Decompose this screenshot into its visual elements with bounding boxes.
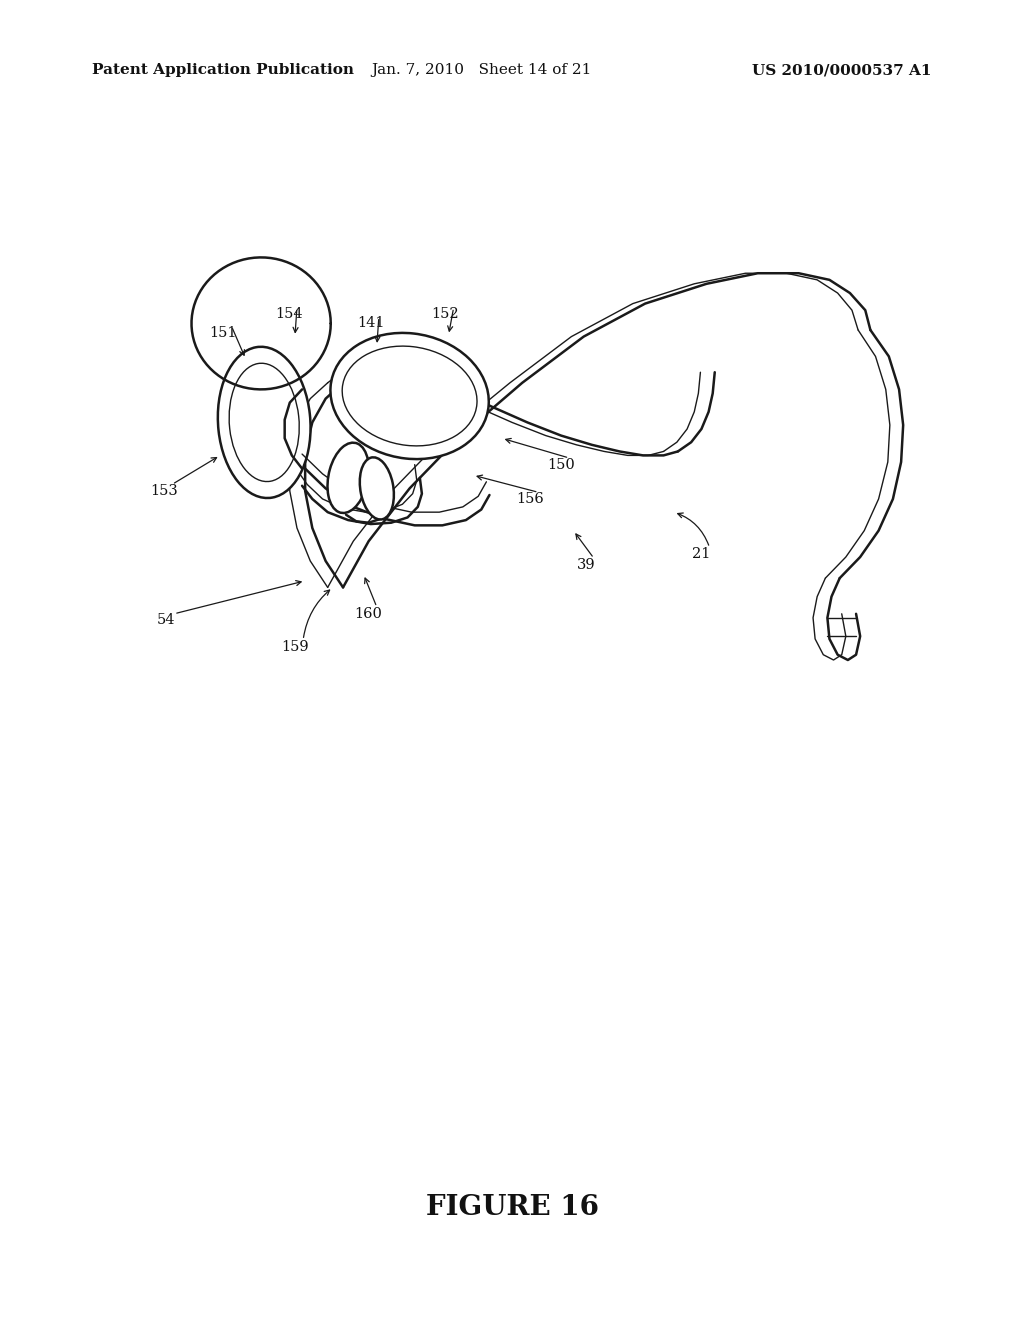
Text: 160: 160 <box>354 607 383 620</box>
Text: 21: 21 <box>692 548 711 561</box>
Text: 159: 159 <box>282 640 308 653</box>
Text: 152: 152 <box>432 308 459 321</box>
Ellipse shape <box>359 457 394 520</box>
Text: FIGURE 16: FIGURE 16 <box>426 1195 598 1221</box>
Text: Jan. 7, 2010   Sheet 14 of 21: Jan. 7, 2010 Sheet 14 of 21 <box>371 63 592 78</box>
Text: 150: 150 <box>547 458 575 471</box>
Text: Patent Application Publication: Patent Application Publication <box>92 63 354 78</box>
Text: 141: 141 <box>357 317 384 330</box>
Ellipse shape <box>328 442 369 513</box>
Text: 54: 54 <box>157 614 175 627</box>
Text: 39: 39 <box>577 558 595 572</box>
Text: 151: 151 <box>210 326 237 339</box>
Text: 154: 154 <box>275 308 302 321</box>
Ellipse shape <box>218 347 310 498</box>
Text: US 2010/0000537 A1: US 2010/0000537 A1 <box>753 63 932 78</box>
Text: 153: 153 <box>150 484 178 498</box>
Text: 156: 156 <box>516 492 545 506</box>
Ellipse shape <box>331 333 488 459</box>
